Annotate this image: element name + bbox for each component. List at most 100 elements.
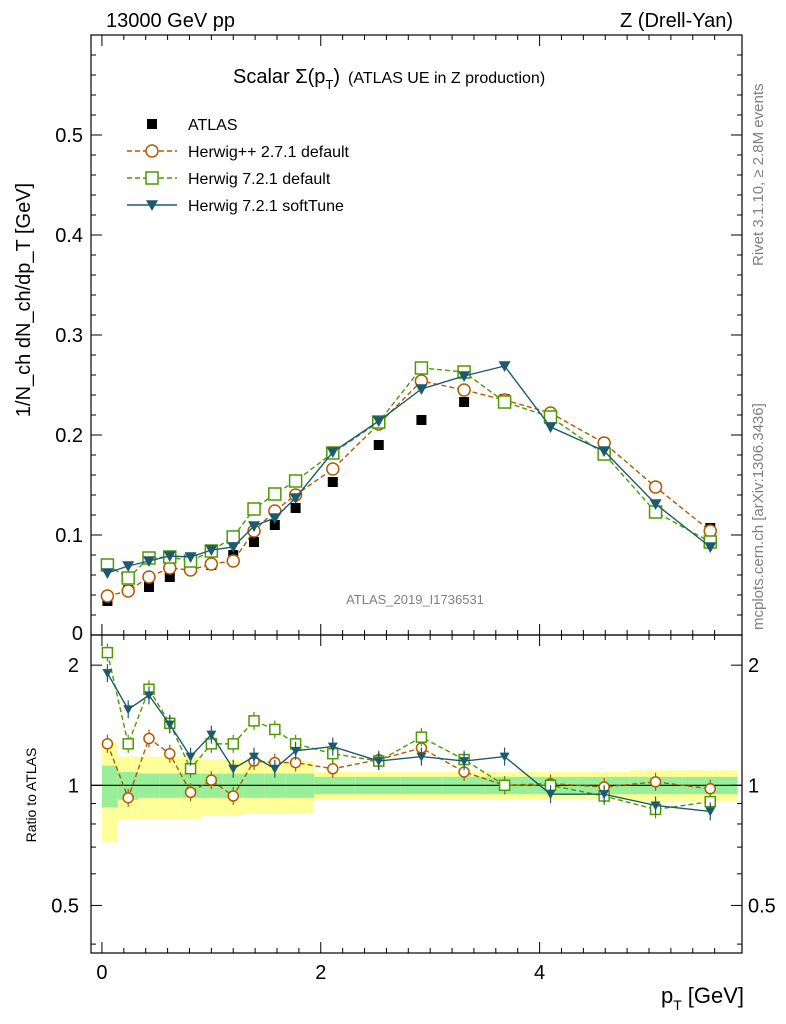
point-herwig-7-2-1-softtune [415, 384, 428, 395]
point-herwig-7-2-1-softtune [227, 542, 240, 553]
ratio-y-tick-label-right: 2 [748, 655, 759, 677]
x-axis-label-unit: [GeV] [688, 983, 744, 1008]
ratio-point-herwig-7-2-1-softtune [249, 752, 260, 762]
point-atlas [327, 477, 338, 487]
legend-label-herwig-7-2-1-default: Herwig 7.2.1 default [188, 171, 331, 188]
point-herwig-7-2-1-softtune [268, 513, 281, 524]
y-tick-label: 0.2 [55, 425, 83, 447]
point-herwig-7-2-1-softtune [649, 499, 662, 510]
legend-marker-herwig-7-2-1-default [145, 171, 159, 185]
ratio-axis-label: Ratio to ATLAS [23, 748, 39, 843]
analysis-id: ATLAS_2019_I1736531 [346, 592, 484, 607]
main-series [100, 361, 718, 606]
ratio-point-herwig-7-2-1-default [498, 779, 511, 792]
ratio-point-herwig-2-7-1-default [122, 792, 134, 804]
point-herwig-7-2-1-softtune [544, 422, 557, 433]
ratio-y-tick-label-right: 1 [748, 775, 759, 797]
point-herwig-2-7-1-default [703, 524, 718, 538]
ratio-point-herwig-7-2-1-default [415, 731, 428, 743]
point-herwig-7-2-1-default [226, 530, 240, 544]
header-left: 13000 GeV pp [106, 10, 235, 32]
ratio-point-herwig-2-7-1-default [704, 783, 717, 795]
point-herwig-2-7-1-default [142, 570, 156, 584]
x-axis-label-p: p [661, 983, 673, 1008]
point-herwig-2-7-1-default [163, 561, 177, 575]
ratio-y-tick-label: 0.5 [51, 895, 79, 917]
y-axis-label: 1/N_ch dN_ch/dp_T [GeV] [13, 183, 35, 417]
ratio-point-herwig-7-2-1-softtune [650, 801, 661, 811]
point-herwig-7-2-1-softtune [704, 542, 717, 553]
y-tick-label: 0.1 [55, 525, 83, 547]
point-herwig-7-2-1-softtune [326, 447, 339, 458]
y-tick-label: 0.3 [55, 325, 83, 347]
series-line-herwig-7-2-1-default [107, 367, 711, 579]
ratio-point-herwig-7-2-1-softtune [416, 752, 427, 762]
point-herwig-7-2-1-softtune [248, 521, 261, 532]
chart-title-close: ) [333, 66, 340, 88]
ratio-point-herwig-7-2-1-softtune [599, 790, 610, 800]
chart-title: Scalar Σ(pT) (ATLAS UE in Z production) [233, 66, 545, 92]
ratio-panel [90, 634, 743, 954]
chart-title-sub: T [325, 77, 333, 92]
ratio-band-stat [101, 765, 118, 808]
x-axis-label-sub: T [673, 997, 682, 1013]
chart-title-main: Scalar Σ(p [233, 66, 325, 88]
series-line-herwig-2-7-1-default [107, 380, 711, 597]
point-herwig-2-7-1-default [648, 480, 663, 494]
point-atlas [459, 397, 470, 407]
point-atlas [269, 520, 280, 530]
point-herwig-7-2-1-softtune [372, 416, 385, 427]
point-atlas [290, 503, 301, 513]
ratio-point-herwig-7-2-1-default [269, 723, 281, 736]
ratio-point-herwig-7-2-1-default [227, 738, 239, 750]
ratio-point-herwig-7-2-1-softtune [499, 752, 510, 762]
point-atlas [249, 537, 260, 547]
point-herwig-2-7-1-default [204, 557, 219, 571]
y-tick-label: 0.4 [55, 225, 83, 247]
legend-label-herwig-7-2-1-softtune: Herwig 7.2.1 softTune [188, 198, 344, 215]
ratio-point-herwig-7-2-1-default [101, 646, 114, 659]
ratio-point-herwig-7-2-1-softtune [185, 752, 196, 762]
point-herwig-7-2-1-softtune [289, 493, 302, 504]
ratio-point-herwig-7-2-1-softtune [228, 764, 239, 774]
ratio-point-herwig-7-2-1-softtune [269, 764, 280, 774]
ratio-point-herwig-2-7-1-default [143, 732, 155, 745]
ratio-point-herwig-7-2-1-default [122, 738, 134, 750]
x-tick-label: 0 [96, 962, 107, 984]
ratio-point-herwig-7-2-1-softtune [327, 742, 338, 752]
ratio-point-herwig-7-2-1-softtune [143, 691, 154, 701]
point-atlas [164, 572, 175, 582]
point-herwig-2-7-1-default [100, 589, 115, 603]
legend-marker-atlas [147, 119, 157, 129]
point-herwig-7-2-1-softtune [458, 371, 471, 382]
point-herwig-2-7-1-default [121, 584, 135, 598]
point-herwig-7-2-1-softtune [598, 446, 611, 457]
ratio-point-herwig-2-7-1-default [649, 776, 662, 788]
point-herwig-7-2-1-default [247, 502, 261, 516]
chart-title-rest: (ATLAS UE in Z production) [348, 70, 545, 87]
ratio-frame [90, 634, 743, 954]
axes: 0.1 0.2 0.3 0.4 0.5 0 0.5 0.5 1 1 2 2 0 2 4 [51, 34, 776, 984]
ratio-y-tick-label: 2 [68, 655, 79, 677]
point-atlas [373, 440, 384, 450]
ratio-y-tick-label-right: 0.5 [748, 895, 776, 917]
point-herwig-7-2-1-softtune [205, 545, 218, 556]
point-herwig-7-2-1-softtune [101, 568, 114, 579]
ratio-point-herwig-2-7-1-default [227, 790, 239, 802]
x-tick-label: 2 [315, 962, 326, 984]
ratio-point-herwig-7-2-1-softtune [102, 669, 113, 679]
legend-marker-herwig-2-7-1-default [145, 144, 159, 158]
point-herwig-2-7-1-default [326, 462, 340, 476]
ratio-point-herwig-7-2-1-default [248, 715, 260, 727]
y-tick-label-zero: 0 [72, 623, 83, 645]
point-atlas [416, 415, 427, 425]
point-herwig-7-2-1-default [414, 361, 429, 375]
x-axis-label: pT [GeV] [661, 983, 744, 1013]
ratio-point-herwig-7-2-1-softtune [545, 790, 556, 800]
series-line-herwig-7-2-1-softtune [107, 365, 711, 574]
rivet-label: Rivet 3.1.10, ≥ 2.8M events [750, 84, 767, 267]
ratio-point-herwig-7-2-1-softtune [459, 757, 470, 767]
ratio-point-herwig-2-7-1-default [101, 738, 114, 750]
header-right: Z (Drell-Yan) [620, 10, 733, 32]
ratio-point-herwig-7-2-1-softtune [705, 807, 716, 817]
